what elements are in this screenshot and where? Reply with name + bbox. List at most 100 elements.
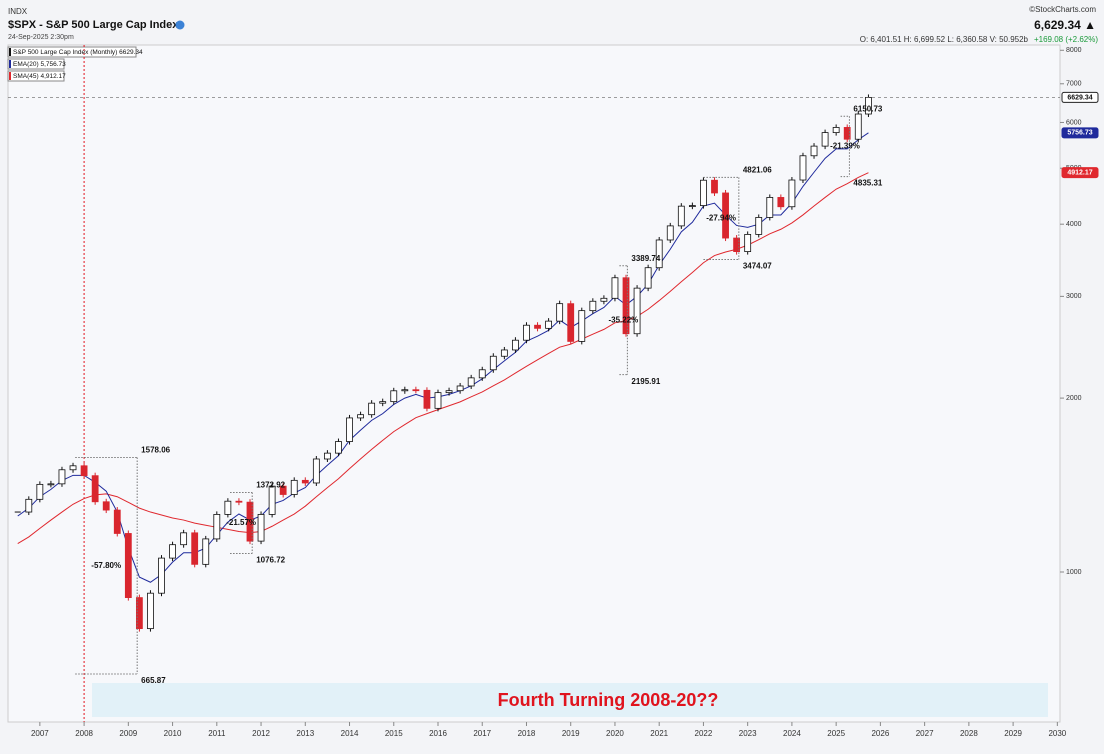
candle <box>500 349 508 357</box>
drawdown-high-label: 1372.92 <box>256 481 285 490</box>
candle <box>545 320 552 329</box>
y-tick-label: 3000 <box>1066 293 1082 300</box>
candle <box>301 479 309 484</box>
candle <box>357 414 364 419</box>
value-tag-label: 6629.34 <box>1067 94 1092 101</box>
drawdown-change: -35.22% <box>608 315 638 324</box>
x-tick-label: 2011 <box>208 729 226 738</box>
candle <box>290 479 298 495</box>
candle <box>36 483 44 500</box>
timestamp: 24-Sep-2025 2:30pm <box>8 34 74 41</box>
candle <box>80 465 88 477</box>
candle <box>390 390 398 403</box>
plot-area <box>7 44 1061 723</box>
candle <box>312 458 320 484</box>
candle <box>401 389 409 392</box>
candle <box>180 532 188 546</box>
drawdown-change: -21.57% <box>226 518 256 527</box>
candle <box>158 557 165 594</box>
candle <box>489 355 497 371</box>
y-tick-label: 8000 <box>1066 47 1082 54</box>
candle <box>633 287 641 335</box>
x-tick-label: 2017 <box>473 729 491 738</box>
x-tick-label: 2014 <box>341 729 359 738</box>
candle <box>843 127 851 140</box>
y-tick-label: 2000 <box>1066 395 1082 402</box>
legend-label: SMA(45) 4,912.17 <box>13 73 66 80</box>
info-icon[interactable] <box>175 20 185 30</box>
candle <box>854 113 862 140</box>
candle <box>346 417 353 442</box>
x-tick-label: 2023 <box>739 729 757 738</box>
candle <box>556 303 564 322</box>
drawdown-low-label: 4835.31 <box>853 179 882 188</box>
legend-box <box>7 70 65 82</box>
candle <box>423 389 431 409</box>
candle <box>722 192 729 239</box>
drawdown-low-label: 1076.72 <box>256 556 285 565</box>
candle <box>279 485 287 495</box>
drawdown-high-label: 6150.73 <box>853 104 882 113</box>
drawdown-high-label: 3389.74 <box>631 254 660 263</box>
candle <box>589 300 597 312</box>
candle <box>666 225 674 241</box>
candle <box>512 339 519 351</box>
annotation-banner <box>92 683 1048 717</box>
candle <box>268 485 276 515</box>
candle <box>224 500 232 515</box>
x-tick-label: 2027 <box>916 729 934 738</box>
candle <box>777 197 785 208</box>
x-tick-label: 2013 <box>296 729 314 738</box>
change: +169.08 (+2.62%) <box>1034 35 1098 44</box>
candle <box>700 179 707 206</box>
candle <box>235 500 243 503</box>
candle <box>600 297 608 302</box>
candle <box>799 155 807 181</box>
candle <box>412 389 420 392</box>
y-tick-label: 1000 <box>1066 569 1082 576</box>
value-tag <box>1061 91 1099 103</box>
candle <box>677 205 685 227</box>
candle <box>456 385 464 392</box>
legend-box <box>7 58 65 70</box>
value-tag-label: 4912.17 <box>1067 169 1092 176</box>
candle <box>257 514 265 542</box>
annotation-text: Fourth Turning 2008-20?? <box>498 690 719 710</box>
candle <box>744 234 752 252</box>
candle <box>91 475 99 503</box>
candle <box>467 377 475 387</box>
drawdown-high-label: 4821.06 <box>743 165 772 174</box>
candle <box>47 483 55 486</box>
y-tick-label: 7000 <box>1066 81 1082 88</box>
drawdown-low-label: 3474.07 <box>743 262 772 271</box>
candle <box>169 544 176 559</box>
candle <box>25 498 33 513</box>
candle <box>102 501 110 511</box>
candle <box>655 239 663 269</box>
x-tick-label: 2022 <box>695 729 713 738</box>
source: ©StockCharts.com <box>1029 5 1096 14</box>
candle <box>578 310 586 342</box>
candle <box>434 392 442 409</box>
x-tick-label: 2009 <box>119 729 137 738</box>
candle <box>58 469 66 485</box>
candle <box>335 441 342 454</box>
drawdown-change: -21.39% <box>830 142 860 151</box>
legend-box <box>7 46 137 58</box>
candle <box>113 509 121 534</box>
candle <box>213 514 221 540</box>
x-tick-label: 2026 <box>871 729 889 738</box>
drawdown-high-label: 1578.06 <box>141 446 170 455</box>
candle <box>69 465 77 471</box>
candle <box>622 277 630 335</box>
candle <box>832 127 840 134</box>
x-tick-label: 2020 <box>606 729 624 738</box>
exchange: INDX <box>8 7 28 16</box>
candle <box>324 452 331 460</box>
x-tick-label: 2010 <box>164 729 182 738</box>
candle <box>478 369 486 379</box>
candle <box>191 532 199 565</box>
candle <box>445 390 453 394</box>
last-price: 6,629.34 ▲ <box>1034 18 1096 32</box>
